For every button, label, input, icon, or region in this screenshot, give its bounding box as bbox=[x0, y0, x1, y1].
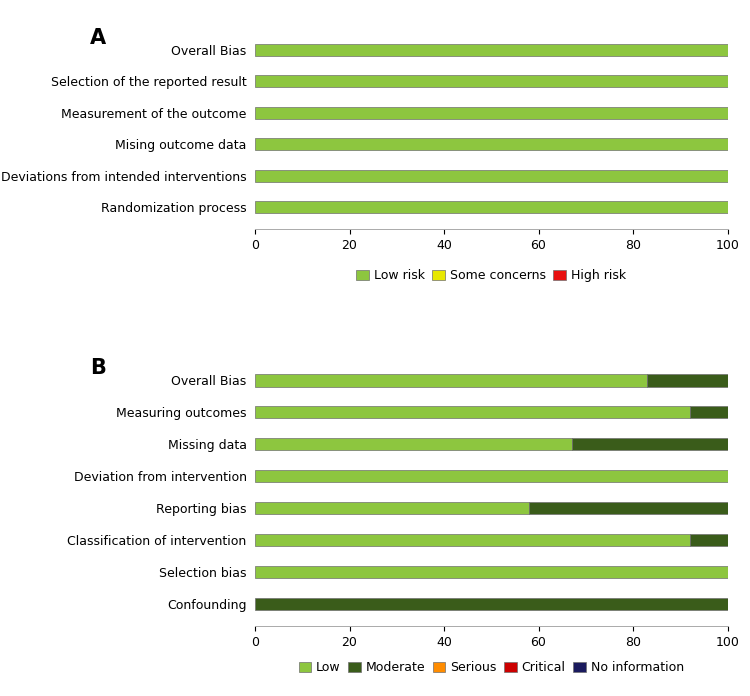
Bar bbox=[255, 106, 728, 119]
Legend: Low risk, Some concerns, High risk: Low risk, Some concerns, High risk bbox=[352, 264, 631, 287]
Bar bbox=[529, 503, 728, 514]
Bar bbox=[255, 75, 728, 87]
Text: A: A bbox=[90, 28, 106, 48]
Bar bbox=[255, 534, 690, 546]
Bar bbox=[255, 170, 728, 182]
Bar bbox=[255, 598, 728, 610]
Bar bbox=[255, 139, 728, 150]
Bar bbox=[255, 44, 728, 56]
Legend: Low, Moderate, Serious, Critical, No information: Low, Moderate, Serious, Critical, No inf… bbox=[294, 656, 688, 679]
Bar bbox=[690, 534, 728, 546]
Bar bbox=[690, 406, 728, 418]
Text: B: B bbox=[90, 358, 106, 378]
Bar bbox=[255, 470, 728, 482]
Bar bbox=[572, 438, 728, 450]
Bar bbox=[255, 374, 647, 386]
Bar bbox=[647, 374, 728, 386]
Bar bbox=[255, 201, 728, 213]
Bar bbox=[255, 503, 529, 514]
Bar bbox=[255, 406, 690, 418]
Bar bbox=[255, 438, 572, 450]
Bar bbox=[255, 566, 728, 578]
